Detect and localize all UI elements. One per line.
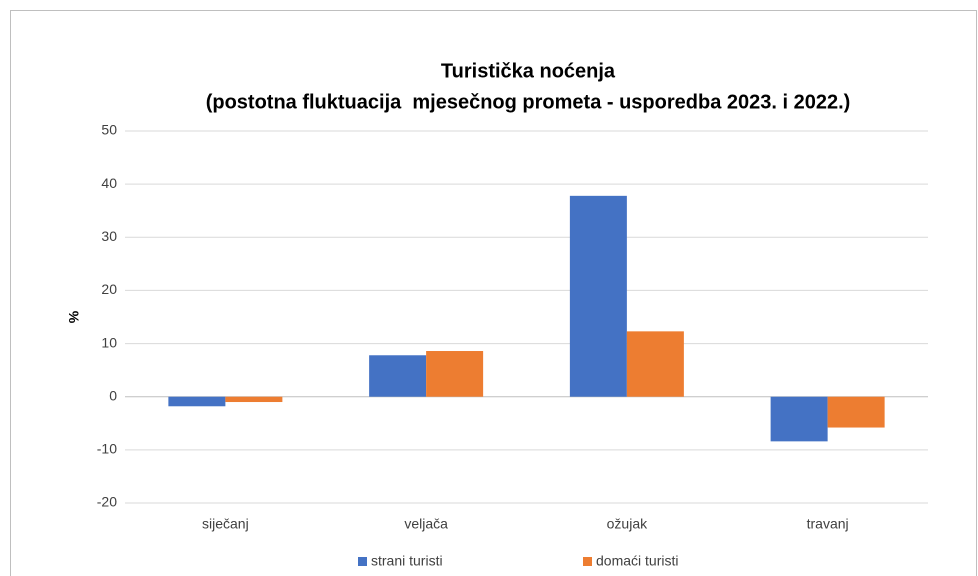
bar — [426, 351, 484, 397]
legend-swatch — [583, 557, 592, 566]
bar — [770, 396, 828, 442]
chart-title: Turistička noćenja — [441, 60, 616, 82]
y-tick-label: 40 — [101, 175, 117, 191]
chart-border — [10, 10, 977, 576]
x-tick-label: travanj — [807, 516, 849, 532]
bar — [626, 331, 684, 397]
legend-swatch — [358, 557, 367, 566]
x-tick-label: ožujak — [607, 516, 648, 532]
y-tick-label: 50 — [101, 122, 117, 138]
bar — [369, 355, 427, 397]
chart-subtitle: (postotna fluktuacija mjesečnog prometa … — [206, 91, 851, 113]
bar — [168, 396, 226, 407]
bar — [225, 396, 283, 403]
legend-label: domaći turisti — [596, 553, 678, 569]
y-tick-label: 10 — [101, 334, 117, 350]
bar — [827, 396, 885, 428]
y-tick-label: -20 — [97, 494, 117, 510]
legend-label: strani turisti — [371, 553, 443, 569]
y-axis-label: % — [66, 310, 82, 323]
x-tick-label: veljača — [404, 516, 448, 532]
bar — [569, 195, 627, 397]
y-tick-label: 20 — [101, 281, 117, 297]
y-tick-label: 0 — [109, 387, 117, 403]
x-tick-label: siječanj — [202, 516, 249, 532]
y-tick-label: -10 — [97, 441, 117, 457]
y-tick-label: 30 — [101, 228, 117, 244]
